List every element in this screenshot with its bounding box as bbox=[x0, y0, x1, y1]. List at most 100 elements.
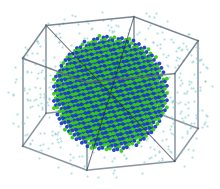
Point bbox=[36, 150, 40, 153]
Point bbox=[134, 58, 137, 61]
Point bbox=[114, 139, 118, 142]
Point bbox=[119, 114, 122, 117]
Point bbox=[130, 80, 134, 83]
Point bbox=[142, 73, 145, 76]
Point bbox=[32, 99, 36, 102]
Point bbox=[60, 64, 63, 67]
Point bbox=[94, 125, 97, 128]
Point bbox=[156, 32, 159, 35]
Point bbox=[133, 139, 136, 142]
Point bbox=[132, 39, 135, 42]
Point bbox=[69, 105, 73, 108]
Point bbox=[62, 119, 65, 122]
Point bbox=[131, 80, 135, 83]
Point bbox=[48, 96, 51, 99]
Point bbox=[51, 141, 54, 144]
Point bbox=[97, 123, 100, 126]
Point bbox=[145, 115, 148, 118]
Point bbox=[152, 99, 155, 102]
Point bbox=[84, 140, 87, 143]
Point bbox=[120, 58, 124, 61]
Point bbox=[124, 86, 127, 89]
Point bbox=[72, 69, 75, 72]
Point bbox=[109, 44, 113, 47]
Point bbox=[142, 161, 146, 164]
Point bbox=[121, 130, 125, 133]
Point bbox=[92, 81, 96, 84]
Point bbox=[105, 90, 108, 93]
Point bbox=[125, 103, 129, 106]
Point bbox=[130, 114, 133, 117]
Point bbox=[179, 151, 182, 154]
Point bbox=[149, 81, 152, 84]
Point bbox=[96, 95, 99, 98]
Point bbox=[105, 100, 109, 103]
Point bbox=[42, 132, 46, 135]
Point bbox=[137, 62, 140, 65]
Point bbox=[107, 61, 111, 64]
Point bbox=[90, 84, 94, 87]
Point bbox=[157, 106, 161, 109]
Point bbox=[66, 106, 69, 109]
Point bbox=[72, 64, 75, 67]
Point bbox=[97, 97, 101, 100]
Point bbox=[67, 94, 71, 97]
Point bbox=[96, 73, 99, 76]
Point bbox=[97, 101, 100, 105]
Point bbox=[114, 71, 117, 74]
Point bbox=[114, 95, 118, 98]
Point bbox=[109, 59, 113, 62]
Point bbox=[140, 111, 144, 114]
Point bbox=[92, 38, 96, 41]
Point bbox=[90, 103, 93, 106]
Point bbox=[86, 174, 89, 177]
Point bbox=[58, 92, 62, 95]
Point bbox=[109, 19, 113, 22]
Point bbox=[77, 92, 80, 95]
Point bbox=[122, 77, 126, 80]
Point bbox=[121, 68, 124, 71]
Point bbox=[82, 95, 86, 98]
Point bbox=[141, 80, 145, 83]
Point bbox=[128, 146, 131, 149]
Point bbox=[52, 96, 56, 99]
Point bbox=[101, 96, 104, 99]
Point bbox=[124, 53, 128, 56]
Point bbox=[148, 122, 152, 125]
Point bbox=[127, 93, 131, 96]
Point bbox=[41, 58, 45, 61]
Point bbox=[117, 109, 120, 112]
Point bbox=[66, 131, 70, 134]
Point bbox=[59, 77, 63, 80]
Point bbox=[128, 66, 131, 69]
Point bbox=[115, 98, 118, 101]
Point bbox=[86, 66, 89, 69]
Point bbox=[150, 68, 154, 71]
Point bbox=[158, 120, 161, 123]
Point bbox=[149, 59, 152, 62]
Point bbox=[105, 93, 109, 96]
Point bbox=[96, 90, 100, 93]
Point bbox=[77, 128, 80, 131]
Point bbox=[79, 111, 82, 114]
Point bbox=[94, 126, 97, 129]
Point bbox=[116, 107, 120, 110]
Point bbox=[130, 85, 133, 88]
Point bbox=[26, 98, 30, 101]
Point bbox=[69, 117, 72, 120]
Point bbox=[113, 86, 116, 89]
Point bbox=[118, 140, 122, 143]
Point bbox=[115, 91, 118, 94]
Point bbox=[85, 109, 88, 112]
Point bbox=[73, 133, 76, 136]
Point bbox=[96, 68, 100, 71]
Point bbox=[88, 101, 91, 104]
Point bbox=[86, 54, 90, 57]
Point bbox=[73, 15, 76, 18]
Point bbox=[148, 129, 152, 132]
Point bbox=[105, 83, 108, 86]
Point bbox=[136, 84, 139, 87]
Point bbox=[118, 97, 122, 100]
Point bbox=[92, 45, 96, 48]
Point bbox=[176, 46, 179, 49]
